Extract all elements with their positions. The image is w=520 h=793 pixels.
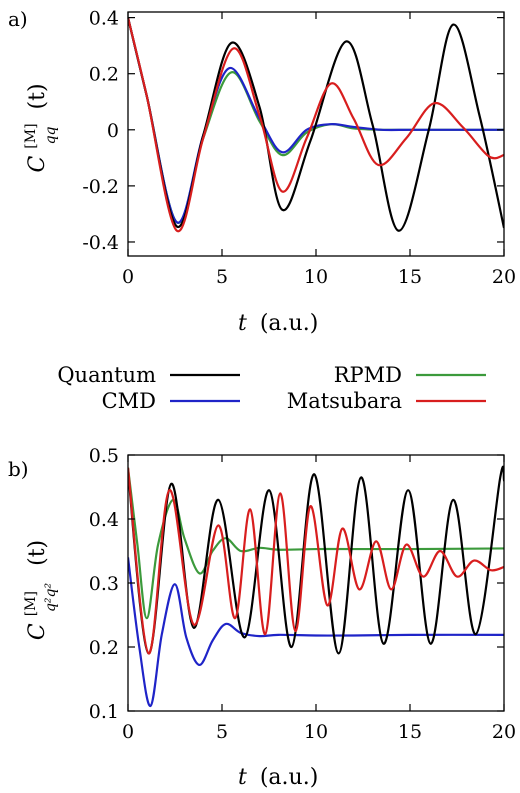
panel-b-line-matsubara	[128, 467, 504, 655]
panel-b-ylabel-arg: (t)	[25, 540, 50, 566]
panel-a-line-cmd	[128, 17, 504, 224]
panel-b-ylabel-base: C	[25, 623, 50, 640]
panel-a-ylabel-arg: (t)	[25, 83, 50, 109]
panel-a-ytick-label: 0.2	[89, 64, 119, 86]
panel-b-xtick-label: 0	[122, 721, 134, 743]
panel-b-ytick-label: 0.4	[89, 509, 119, 531]
panel-b-xtick-label: 5	[216, 721, 228, 743]
panel-b-line-rpmd	[128, 467, 504, 620]
panel-b-xlabel-unit: (a.u.)	[260, 765, 318, 790]
legend-label-matsubara: Matsubara	[287, 389, 402, 413]
panel-b-xtick-label: 10	[304, 721, 328, 743]
panel-a-line-matsubara	[128, 17, 504, 232]
panel-a-xtick-label: 20	[492, 266, 516, 288]
legend-label-rpmd: RPMD	[334, 363, 402, 387]
panel-b-xlabel-var: t	[238, 765, 247, 790]
panel-a-xtick-label: 5	[216, 266, 228, 288]
panel-b-xtick-label: 15	[398, 721, 422, 743]
panel-b-xtick-label: 20	[492, 721, 516, 743]
legend-label-quantum: Quantum	[57, 363, 156, 387]
panel-a-ylabel-base: C	[25, 156, 50, 173]
legend-label-cmd: CMD	[102, 389, 156, 413]
panel-a-series-group	[128, 17, 504, 232]
panel-a: a) t (a.u.) C [M] qq (t) 0 5 10 15 20 0.4 0.2 0…	[8, 7, 516, 336]
panel-b-ytick-label: 0.1	[89, 701, 119, 723]
panel-a-label: a)	[8, 7, 28, 31]
panel-a-ytick-label: 0	[107, 120, 119, 142]
panel-a-xtick-label: 0	[122, 266, 134, 288]
panel-b-line-cmd	[128, 557, 504, 707]
panel-a-xtick-label: 15	[398, 266, 422, 288]
panel-b-ylabel: C [M] q²q² (t)	[16, 540, 61, 640]
panel-a-ylabel-sub: qq	[43, 126, 59, 144]
panel-b-series-group	[128, 465, 504, 707]
panel-b-ylabel-sub: q²q²	[43, 582, 59, 612]
panel-a-ylabel-super: [M]	[23, 123, 39, 148]
panel-b-ytick-label: 0.3	[89, 573, 119, 595]
panel-b-xlabel: t (a.u.)	[238, 765, 318, 790]
panel-b-label: b)	[8, 457, 29, 481]
panel-b-ytick-label: 0.5	[89, 445, 119, 467]
panel-a-ytick-label: 0.4	[89, 8, 119, 30]
panel-a-xlabel-var: t	[238, 311, 247, 336]
panel-a-xlabel-unit: (a.u.)	[260, 311, 318, 336]
panel-a-ylabel: C [M] qq (t)	[16, 83, 61, 172]
panel-a-xtick-label: 10	[304, 266, 328, 288]
panel-a-line-quantum	[128, 17, 504, 232]
panel-b: b) t (a.u.) C [M] q²q² (t) 0 5 10 15 20 0.5 0.…	[8, 445, 516, 790]
panel-a-ytick-label: -0.4	[82, 232, 119, 254]
panel-b-ylabel-super: [M]	[23, 591, 39, 616]
panel-b-ytick-label: 0.2	[89, 637, 119, 659]
panel-a-ytick-label: -0.2	[82, 176, 119, 198]
panel-a-xlabel: t (a.u.)	[238, 311, 318, 336]
